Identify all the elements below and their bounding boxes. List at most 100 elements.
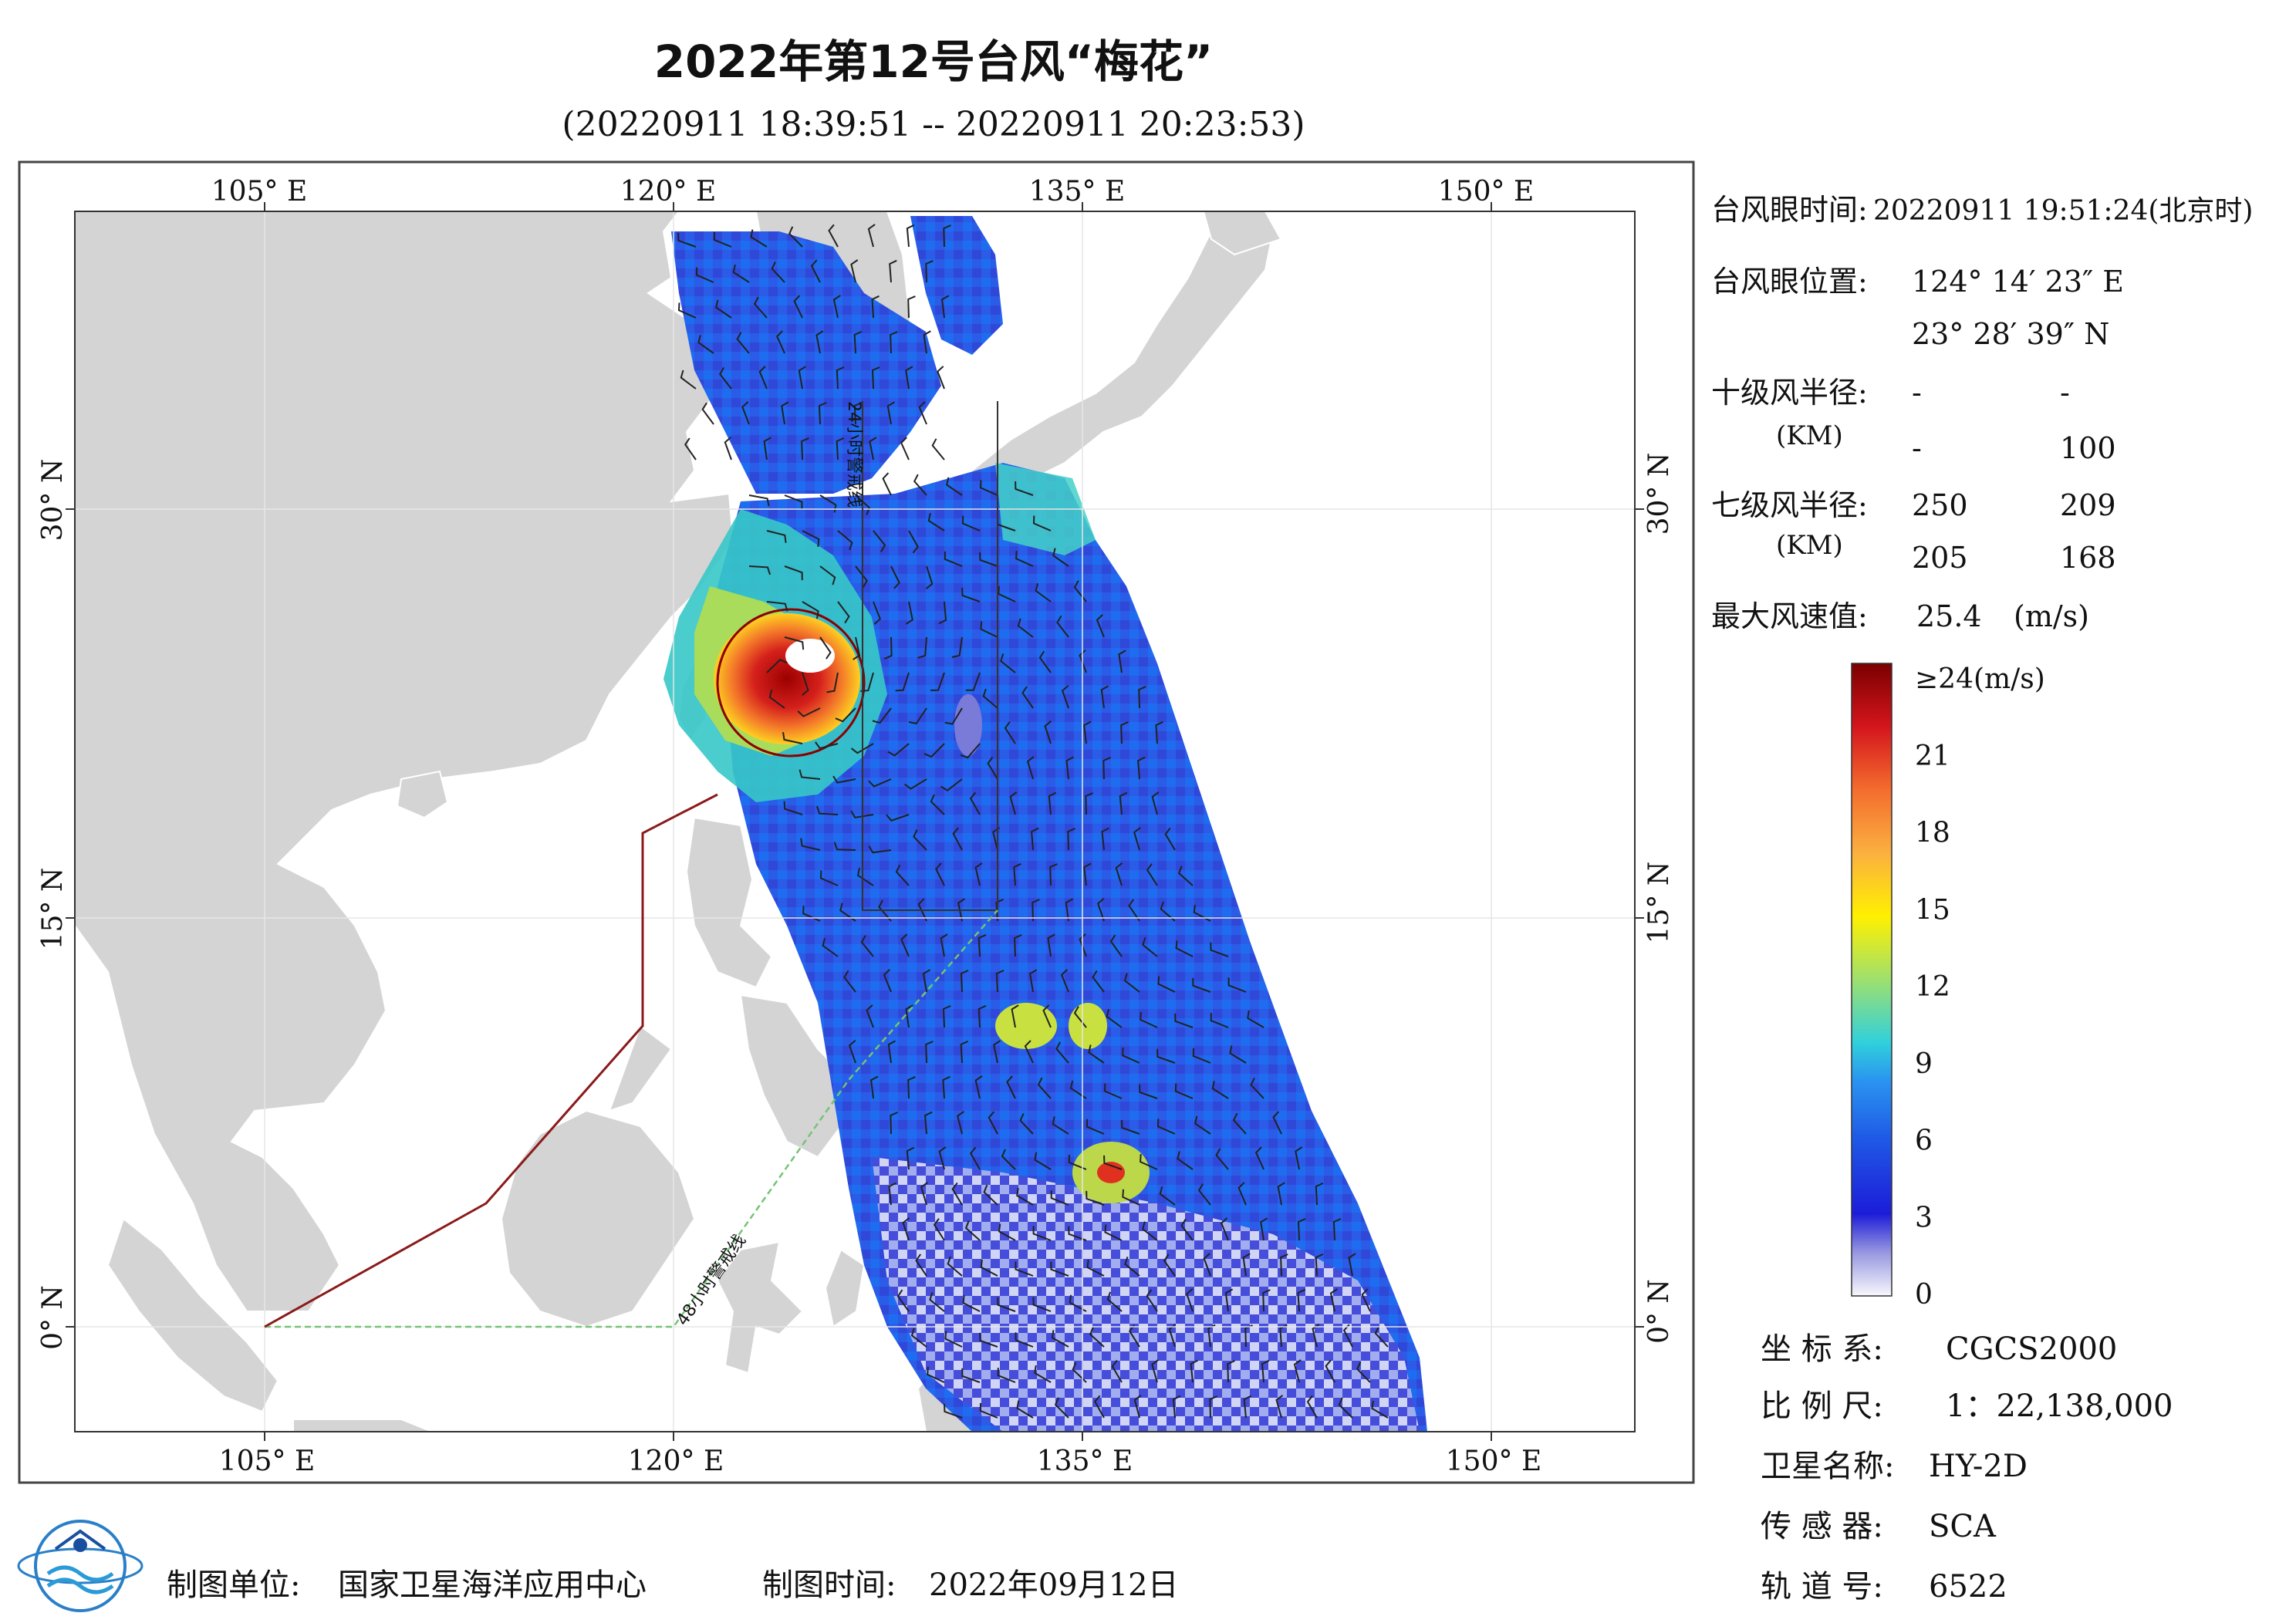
wind-barb bbox=[930, 672, 945, 691]
wind-barb bbox=[962, 1295, 981, 1312]
eye-pos-label: 台风眼位置: bbox=[1711, 265, 1868, 299]
wind-barb bbox=[784, 636, 805, 650]
wind-barb bbox=[1001, 1149, 1016, 1170]
wind-barb bbox=[925, 1041, 934, 1064]
wind-barb bbox=[982, 688, 998, 709]
lat-label-left-15: 15° N bbox=[37, 868, 69, 950]
wind-barb bbox=[695, 267, 714, 283]
wind-barb bbox=[766, 601, 788, 612]
wind-barb bbox=[904, 778, 927, 790]
wind-barb bbox=[1211, 1081, 1229, 1099]
wind-barb bbox=[1254, 1146, 1264, 1170]
wind-barb bbox=[871, 366, 880, 390]
wind-barb bbox=[1374, 1325, 1389, 1348]
wind-barb bbox=[1026, 756, 1035, 780]
wind-barb bbox=[913, 474, 927, 496]
wind-barb bbox=[1279, 1324, 1288, 1348]
wind-barb bbox=[1015, 1332, 1034, 1348]
wind-barb bbox=[1243, 1395, 1252, 1419]
wind-barb bbox=[1164, 827, 1176, 851]
wind-barb bbox=[782, 731, 803, 744]
wind-barb bbox=[1229, 1045, 1247, 1064]
wind-barb bbox=[1293, 1359, 1302, 1383]
wind-barb bbox=[961, 587, 981, 602]
wind-barb bbox=[873, 601, 881, 625]
wind-barb bbox=[1096, 614, 1105, 638]
lat-labels-right: 30° N 15° N 0° N bbox=[1643, 453, 1675, 1344]
wind-barb bbox=[902, 1217, 910, 1241]
wind-barb bbox=[1038, 650, 1052, 673]
wind-barb bbox=[1137, 756, 1146, 780]
wind-barb bbox=[718, 366, 732, 390]
wind-barb bbox=[1011, 1004, 1019, 1028]
wind-barb bbox=[1151, 791, 1160, 815]
wind-barb bbox=[768, 689, 785, 709]
wind-barb bbox=[1338, 1397, 1353, 1419]
wind-barb bbox=[1247, 1010, 1264, 1028]
wind-barb bbox=[987, 756, 998, 780]
wind-barb bbox=[1141, 1221, 1158, 1241]
colorbar-tick-label: 0 bbox=[1915, 1279, 1933, 1311]
wind-barb bbox=[1104, 1224, 1123, 1241]
wind-barb bbox=[980, 1259, 998, 1277]
r10-unit: (KM) bbox=[1776, 420, 1843, 451]
wind-barb bbox=[1232, 1112, 1247, 1135]
wind-barb bbox=[917, 898, 927, 922]
wind-barb bbox=[1017, 618, 1034, 638]
wind-barb bbox=[1016, 1400, 1034, 1419]
wind-barb bbox=[1092, 970, 1105, 993]
wind-barb bbox=[977, 1004, 987, 1028]
wind-barb bbox=[736, 332, 750, 354]
wind-barb bbox=[965, 672, 981, 691]
wind-barb bbox=[766, 530, 787, 543]
wind-barb bbox=[979, 1332, 998, 1348]
wind-barb bbox=[1089, 1327, 1105, 1348]
wind-barb bbox=[853, 330, 863, 354]
wind-barb bbox=[960, 970, 969, 993]
wind-barb bbox=[1086, 1260, 1105, 1277]
wind-barb bbox=[855, 565, 869, 589]
wind-barb bbox=[908, 707, 927, 725]
wind-barb bbox=[1139, 1084, 1158, 1099]
wind-barb bbox=[799, 769, 821, 780]
sensor-label: 传 感 器: bbox=[1761, 1509, 1883, 1544]
wind-barb bbox=[1332, 1218, 1342, 1241]
warning-line-24h bbox=[862, 401, 998, 911]
land-borneo bbox=[500, 1109, 696, 1328]
wind-barb bbox=[1260, 1217, 1268, 1241]
wind-barb bbox=[942, 1075, 950, 1099]
wind-barb bbox=[1361, 1288, 1371, 1312]
wind-barb bbox=[923, 330, 931, 354]
wind-barb bbox=[1111, 1359, 1123, 1383]
orbit-label: 轨 道 号: bbox=[1761, 1569, 1883, 1604]
wind-barb bbox=[1146, 863, 1158, 886]
wind-barb bbox=[900, 933, 910, 957]
wind-barb bbox=[890, 331, 898, 354]
r10-value-4: 100 bbox=[2060, 431, 2116, 465]
wind-barb bbox=[1306, 1395, 1318, 1419]
wind-barb bbox=[697, 335, 714, 354]
wind-barb bbox=[1031, 827, 1039, 851]
wind-barb bbox=[1061, 685, 1069, 709]
wind-barb bbox=[1121, 1119, 1140, 1135]
wind-barb bbox=[867, 224, 876, 248]
wind-barb bbox=[890, 1112, 898, 1135]
lon-label-top-105: 105° E bbox=[211, 176, 307, 208]
wind-barb bbox=[1133, 827, 1141, 851]
wind-barb bbox=[1060, 969, 1069, 993]
wind-barb bbox=[753, 296, 768, 319]
wind-barb bbox=[1079, 933, 1087, 957]
wind-barb bbox=[822, 937, 839, 957]
orbit-value: 6522 bbox=[1929, 1569, 2007, 1604]
wind-barb bbox=[853, 636, 861, 660]
wind-barb bbox=[944, 551, 963, 567]
wind-barb bbox=[924, 1111, 933, 1135]
colorbar-tick-label: 6 bbox=[1915, 1125, 1933, 1157]
wind-barb bbox=[1037, 1077, 1052, 1099]
map-title: 2022年第12号台风“梅花” bbox=[654, 35, 1213, 88]
wind-barb bbox=[983, 1184, 998, 1206]
wind-barb bbox=[870, 1075, 879, 1099]
wind-barb bbox=[1109, 934, 1123, 957]
scale-label: 比 例 尺: bbox=[1761, 1388, 1883, 1424]
wind-barb bbox=[1133, 1395, 1142, 1419]
